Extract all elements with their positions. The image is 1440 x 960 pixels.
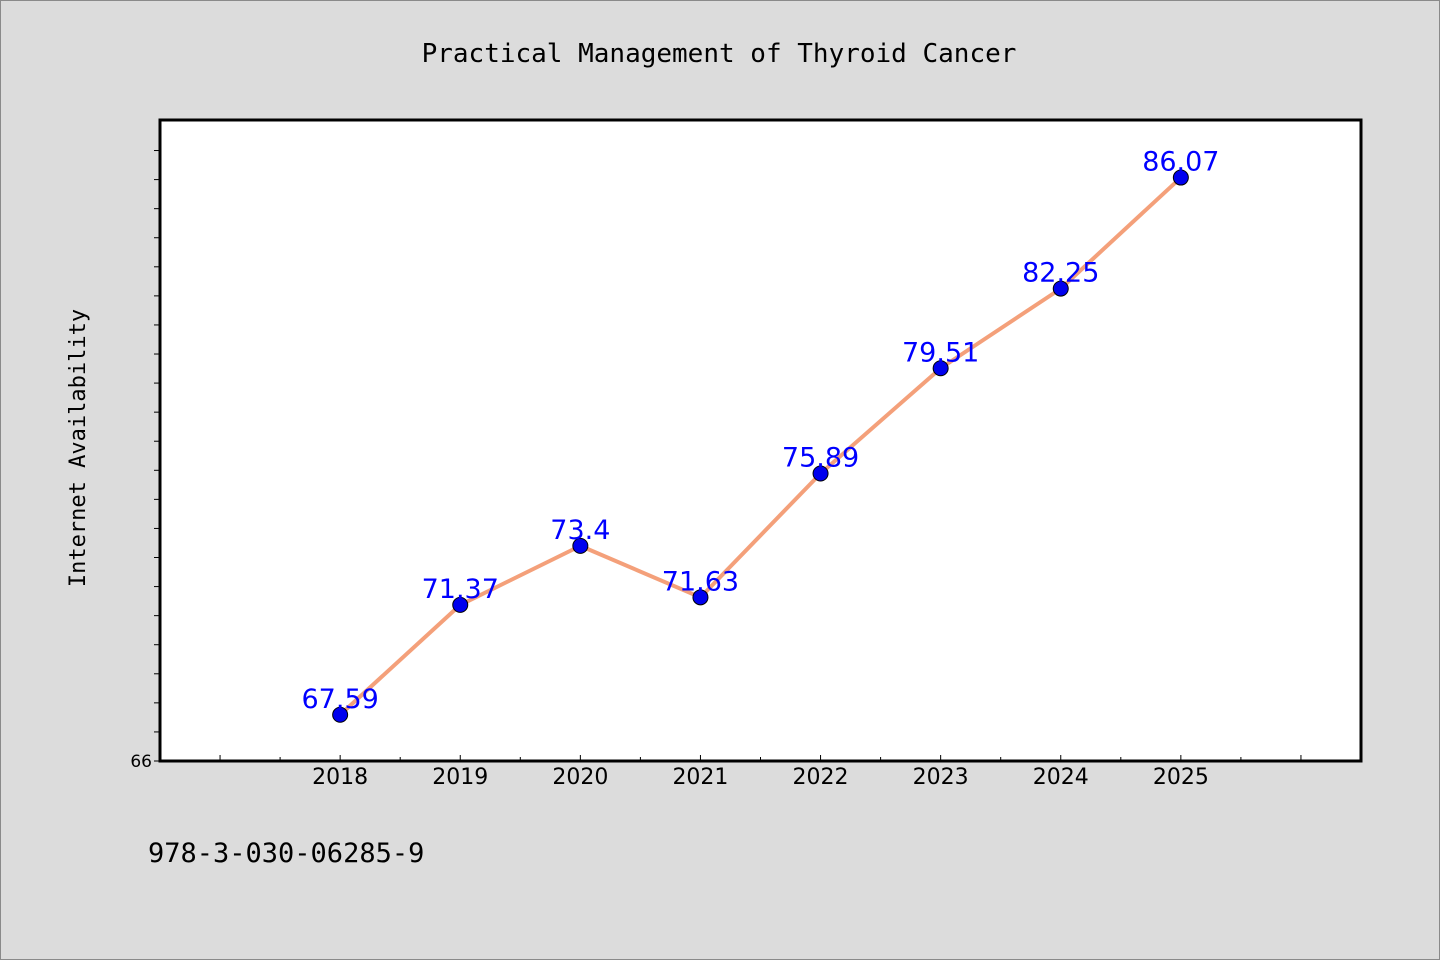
series-line (338, 175, 1183, 717)
data-markers (332, 169, 1189, 723)
data-label: 73.4 (550, 515, 610, 546)
data-point (572, 537, 589, 554)
data-point (812, 465, 829, 482)
y-tick-label: 66 (130, 752, 152, 772)
chart-title: Practical Management of Thyroid Cancer (422, 39, 1017, 69)
data-point (692, 589, 709, 606)
data-point (1172, 169, 1189, 186)
x-axis-ticks: 2018 2019 2020 2021 2022 2023 2024 2025 (219, 755, 1302, 790)
x-tick-label: 2025 (1153, 765, 1209, 790)
data-label: 71.37 (422, 574, 499, 605)
data-point (932, 360, 949, 377)
data-label: 82.25 (1022, 258, 1099, 289)
plot-area (158, 118, 1363, 763)
x-tick-label: 2018 (312, 765, 368, 790)
data-label: 79.51 (902, 337, 979, 368)
y-axis-label: Internet Availability (66, 309, 91, 587)
y-axis-ticks: 66 (130, 150, 160, 772)
x-tick-label: 2021 (672, 765, 728, 790)
data-label: 71.63 (662, 566, 739, 597)
isbn-text: 978-3-030-06285-9 (148, 838, 424, 869)
data-labels: 67.59 71.37 73.4 71.63 75.89 79.51 82.25 86.07 (302, 147, 1220, 715)
x-tick-label: 2022 (793, 765, 849, 790)
data-point (332, 706, 349, 723)
x-tick-label: 2019 (432, 765, 488, 790)
data-label: 67.59 (302, 684, 379, 715)
data-label: 75.89 (782, 442, 859, 473)
data-series (338, 175, 1183, 717)
data-point (1052, 280, 1069, 297)
x-tick-label: 2020 (552, 765, 608, 790)
x-tick-label: 2024 (1033, 765, 1089, 790)
data-point (452, 596, 469, 613)
data-label: 86.07 (1142, 147, 1219, 178)
x-tick-label: 2023 (913, 765, 969, 790)
